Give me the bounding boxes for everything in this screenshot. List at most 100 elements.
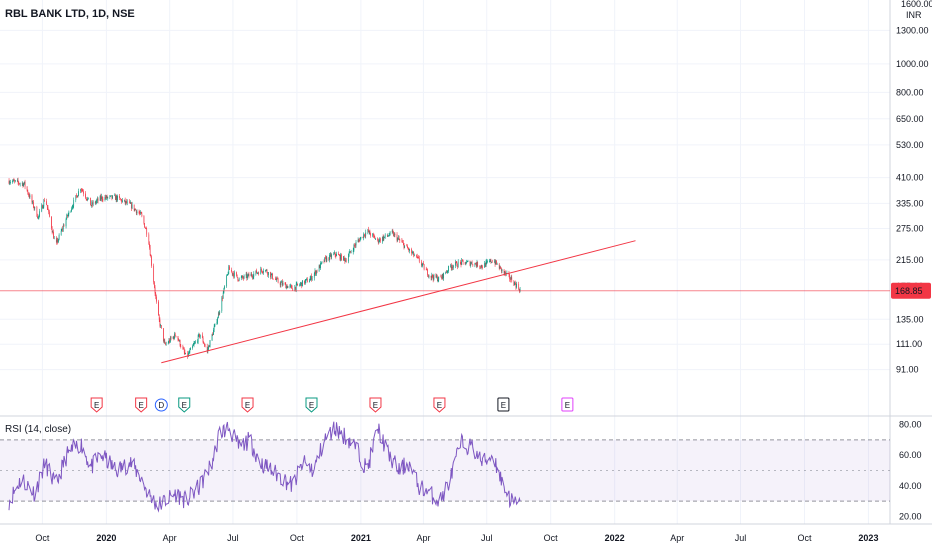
- candle-body: [389, 231, 391, 236]
- candle-body: [418, 257, 419, 258]
- rsi-tick-label: 80.00: [899, 420, 922, 430]
- event-marker-earnings-icon[interactable]: [305, 397, 318, 413]
- event-marker-earnings-icon[interactable]: [135, 397, 148, 413]
- candle-body: [425, 269, 427, 271]
- event-marker-earnings-icon[interactable]: [369, 397, 382, 413]
- candle-body: [334, 252, 335, 254]
- candle-body: [336, 253, 337, 257]
- candle-body: [26, 186, 28, 191]
- candle-body: [315, 270, 317, 275]
- candle-body: [180, 345, 182, 347]
- candle-body: [129, 202, 131, 204]
- candle-body: [333, 253, 335, 255]
- candle-body: [268, 272, 269, 276]
- candle-body: [432, 277, 434, 280]
- rsi-title: RSI (14, close): [5, 424, 72, 435]
- event-marker-letter: E: [182, 401, 187, 410]
- candle-body: [46, 204, 48, 208]
- candle-body: [489, 261, 490, 262]
- candle-body: [354, 245, 355, 246]
- candle-body: [240, 277, 242, 279]
- event-marker-earnings-icon[interactable]: [241, 397, 254, 413]
- candle-body: [272, 278, 274, 280]
- candle-body: [247, 273, 249, 276]
- candle-body: [32, 201, 34, 203]
- candle-body: [286, 285, 287, 289]
- candle-body: [414, 255, 415, 257]
- event-marker-earnings-future-icon[interactable]: [561, 397, 574, 412]
- candle-body: [323, 261, 325, 263]
- candle-body: [289, 285, 291, 287]
- candle-body: [229, 266, 230, 270]
- candle-body: [65, 219, 67, 227]
- candle-body: [227, 273, 229, 275]
- price-tick-label: 530.00: [896, 140, 924, 150]
- event-marker-letter: E: [245, 401, 250, 410]
- candle-body: [8, 180, 10, 184]
- candle-body: [316, 270, 318, 272]
- candle-body: [85, 193, 86, 198]
- candle-body: [321, 261, 323, 263]
- candle-body: [56, 239, 58, 242]
- candle-body: [78, 191, 79, 196]
- candle-body: [430, 275, 432, 278]
- candle-body: [67, 214, 68, 217]
- candle-body: [316, 270, 317, 275]
- candle-body: [277, 278, 278, 280]
- price-tick-label: 91.00: [896, 365, 919, 375]
- candle-body: [511, 277, 513, 282]
- candle-body: [450, 265, 451, 267]
- candle-body: [304, 280, 306, 284]
- candle-body: [9, 182, 11, 184]
- candle-body: [227, 274, 228, 276]
- candle-body: [516, 283, 517, 288]
- candle-body: [398, 237, 400, 240]
- candle-body: [295, 286, 296, 290]
- event-marker-earnings-icon[interactable]: [90, 397, 103, 413]
- time-axis-label: Apr: [163, 533, 177, 543]
- candle-body: [202, 337, 204, 343]
- candle-body: [150, 255, 152, 258]
- candle-body: [391, 231, 393, 232]
- candle-body: [255, 270, 257, 274]
- candle-body: [284, 282, 286, 284]
- candle-body: [90, 197, 91, 206]
- trendline[interactable]: [161, 240, 636, 364]
- candle-body: [401, 240, 403, 243]
- candle-body: [71, 206, 73, 209]
- candle-body: [46, 201, 47, 205]
- candle-body: [287, 286, 289, 289]
- candle-body: [62, 225, 64, 230]
- price-tick-label: 650.00: [896, 114, 924, 124]
- candle-body: [121, 199, 123, 203]
- candle-body: [106, 195, 108, 199]
- candle-body: [144, 227, 146, 229]
- candle-body: [120, 199, 122, 201]
- candle-body: [491, 261, 493, 263]
- candle-body: [213, 329, 214, 336]
- candle-body: [503, 269, 505, 274]
- candle-body: [82, 190, 84, 192]
- price-tick-label: 215.00: [896, 255, 924, 265]
- candle-body: [124, 199, 125, 201]
- candle-body: [154, 282, 155, 288]
- event-marker-earnings-icon[interactable]: [433, 397, 446, 413]
- event-marker-letter: E: [94, 401, 99, 410]
- candle-body: [192, 345, 193, 349]
- candle-body: [363, 234, 364, 238]
- candle-body: [300, 283, 301, 285]
- candle-body: [173, 336, 175, 339]
- candle-body: [265, 269, 267, 271]
- last-price-label: 168.85: [895, 286, 923, 296]
- time-axis-label: Jul: [481, 533, 493, 543]
- candle-body: [185, 353, 186, 355]
- event-marker-earnings-icon[interactable]: [178, 397, 191, 413]
- event-marker-earnings-future-icon[interactable]: [497, 397, 510, 412]
- candle-body: [276, 278, 278, 280]
- event-marker-dividend-icon[interactable]: [154, 398, 168, 412]
- candle-body: [286, 285, 288, 289]
- candle-body: [343, 256, 345, 259]
- candle-body: [178, 339, 180, 342]
